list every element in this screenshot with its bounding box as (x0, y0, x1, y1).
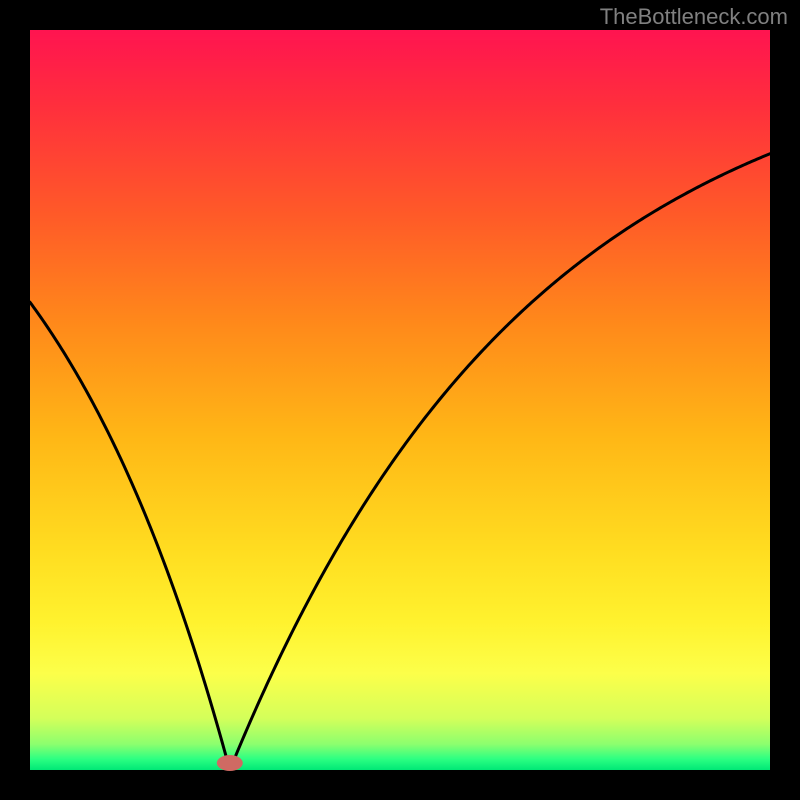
gradient-background (30, 30, 770, 770)
minimum-marker (217, 755, 243, 771)
watermark-text: TheBottleneck.com (600, 4, 788, 30)
plot-svg (0, 0, 800, 800)
